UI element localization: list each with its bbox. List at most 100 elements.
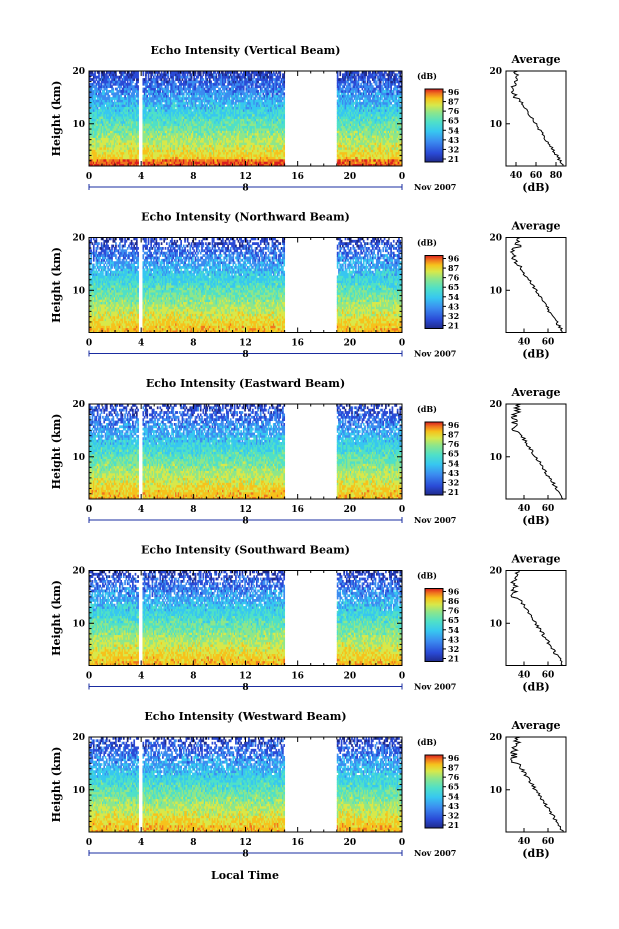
heatmap-cell	[224, 137, 227, 141]
heatmap-cell	[242, 144, 245, 148]
heatmap-cell	[395, 151, 398, 155]
heatmap-cell	[352, 149, 355, 153]
heatmap-cell	[162, 142, 164, 146]
heatmap-cell	[282, 144, 284, 148]
heatmap-cell	[283, 113, 286, 117]
heatmap-cell	[386, 154, 389, 157]
heatmap-cell	[343, 147, 346, 150]
heatmap-cell	[198, 154, 201, 157]
heatmap-cell	[268, 158, 271, 162]
heatmap-cell	[164, 139, 167, 143]
heatmap-cell	[261, 147, 263, 150]
heatmap-cell	[107, 161, 109, 165]
heatmap-cell	[117, 139, 120, 143]
heatmap-cell	[388, 154, 391, 157]
heatmap-cell	[392, 144, 395, 148]
heatmap-cell	[169, 147, 172, 150]
heatmap-cell	[235, 151, 237, 155]
heatmap-cell	[270, 154, 272, 157]
heatmap-cell	[167, 144, 169, 148]
heatmap-cell	[181, 142, 184, 146]
heatmap-cell	[176, 142, 179, 146]
heatmap-cell	[207, 137, 210, 141]
heatmap-cell	[378, 156, 381, 160]
heatmap-cell	[154, 163, 156, 167]
heatmap-cell	[89, 161, 91, 165]
heatmap-cell	[390, 149, 392, 153]
heatmap-cell	[186, 161, 189, 165]
heatmap-cell	[154, 151, 156, 155]
heatmap-cell	[211, 158, 214, 162]
heatmap-cell	[225, 137, 228, 141]
heatmap-cell	[203, 151, 206, 155]
heatmap-cell	[184, 154, 186, 157]
heatmap-cell	[100, 135, 103, 138]
heatmap-cell	[135, 151, 138, 155]
heatmap-cell	[343, 156, 346, 160]
heatmap-cell	[369, 163, 372, 167]
heatmap-cell	[154, 142, 156, 146]
heatmap-cell	[391, 149, 394, 153]
heatmap-cell	[165, 142, 168, 146]
heatmap-cell	[107, 147, 109, 150]
heatmap-cell	[164, 144, 167, 148]
heatmap-cell	[262, 151, 265, 155]
heatmap-cell	[129, 156, 132, 160]
heatmap-cell	[99, 149, 102, 153]
heatmap-cell	[132, 139, 134, 143]
heatmap-cell	[280, 147, 283, 150]
heatmap-cell	[178, 156, 181, 160]
heatmap-cell	[125, 149, 128, 153]
heatmap-cell	[190, 109, 193, 112]
heatmap-cell	[233, 154, 236, 157]
heatmap-cell	[345, 163, 348, 167]
heatmap-cell	[348, 158, 351, 162]
heatmap-cell	[143, 161, 146, 165]
heatmap-cell	[199, 144, 202, 148]
heatmap-cell	[146, 149, 149, 153]
heatmap-cell	[238, 147, 241, 150]
heatmap-cell	[162, 139, 164, 143]
heatmap-cell	[257, 149, 259, 153]
heatmap-cell	[240, 156, 242, 160]
heatmap-cell	[159, 147, 162, 150]
heatmap-cell	[211, 139, 214, 143]
heatmap-cell	[115, 156, 117, 160]
heatmap-cell	[133, 149, 136, 153]
heatmap-cell	[203, 163, 206, 167]
heatmap-cell	[347, 158, 349, 162]
heatmap-cell	[259, 158, 262, 162]
heatmap-cell	[192, 137, 194, 141]
heatmap-cell	[352, 147, 355, 150]
heatmap-cell	[374, 154, 377, 157]
heatmap-cell	[263, 139, 266, 143]
heatmap-cell	[395, 149, 398, 153]
heatmap-cell	[126, 137, 129, 141]
heatmap-cell	[259, 161, 262, 165]
heatmap-cell	[146, 154, 149, 157]
heatmap-cell	[147, 142, 150, 146]
heatmap-cell	[107, 142, 109, 146]
heatmap-cell	[112, 156, 115, 160]
heatmap-cell	[171, 156, 173, 160]
heatmap-cell	[171, 161, 173, 165]
heatmap-cell	[185, 144, 188, 148]
heatmap-cell	[92, 139, 95, 143]
heatmap-cell	[348, 154, 351, 157]
heatmap-cell	[396, 139, 399, 143]
heatmap-cell	[259, 142, 262, 146]
heatmap-cell	[205, 144, 207, 148]
heatmap-cell	[258, 139, 261, 143]
heatmap-cell	[388, 144, 391, 148]
heatmap-cell	[379, 161, 382, 165]
heatmap-cell	[95, 144, 98, 148]
heatmap-cell	[135, 142, 138, 146]
heatmap-cell	[343, 144, 346, 148]
heatmap-cell	[194, 139, 197, 143]
heatmap-cell	[353, 149, 356, 153]
heatmap-cell	[146, 139, 149, 143]
heatmap-cell	[99, 158, 102, 162]
heatmap-cell	[134, 139, 137, 143]
heatmap-cell	[379, 163, 382, 167]
heatmap-cell	[253, 137, 256, 141]
